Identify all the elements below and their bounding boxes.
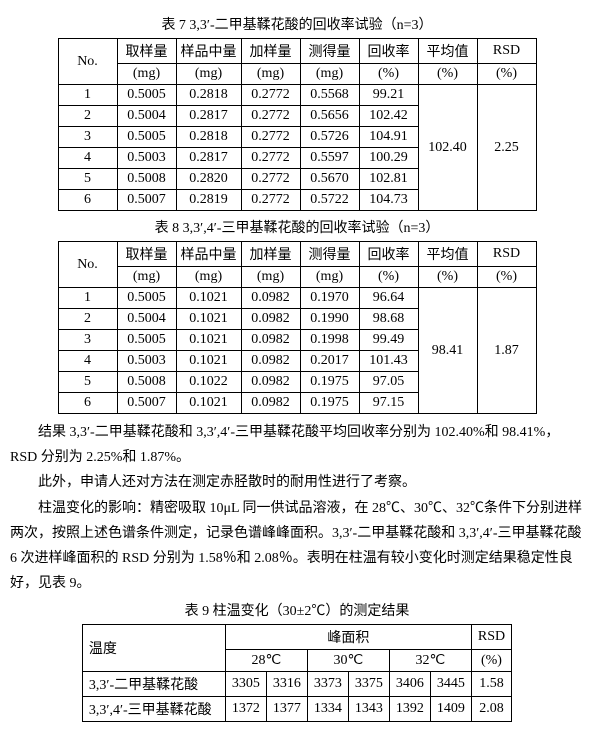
table8-h-no: No. xyxy=(58,242,117,288)
table7-title: 表 7 3,3′-二甲基鞣花酸的回收率试验（n=3） xyxy=(10,14,584,34)
table7-h-2: 样品中量 xyxy=(176,39,241,64)
table8: No. 取样量样品中量加样量测得量回收率平均值RSD (mg)(mg)(mg)(… xyxy=(58,241,537,414)
table7-sh-4: (mg) xyxy=(300,64,359,85)
table-row: 10.50050.10210.09820.197096.64 98.41 1.8… xyxy=(58,288,536,309)
table9-rsd-header: RSD xyxy=(471,625,511,650)
table9-peakarea-header: 峰面积 xyxy=(225,625,471,650)
table7-sh-2: (mg) xyxy=(176,64,241,85)
table7-avg: 102.40 xyxy=(418,85,477,211)
table8-rsd: 1.87 xyxy=(477,288,536,414)
table8-title: 表 8 3,3′,4′-三甲基鞣花酸的回收率试验（n=3） xyxy=(10,217,584,237)
paragraph-1: 结果 3,3′-二甲基鞣花酸和 3,3′,4′-三甲基鞣花酸平均回收率分别为 1… xyxy=(10,420,584,470)
table7-sh-5: (%) xyxy=(359,64,418,85)
table7-sh-1: (mg) xyxy=(117,64,176,85)
table7: No. 取样量 样品中量 加样量 测得量 回收率 平均值 RSD (mg) (m… xyxy=(58,38,537,211)
table7-h-no: No. xyxy=(58,39,117,85)
table-row: 10.50050.28180.27720.556899.21 102.40 2.… xyxy=(58,85,536,106)
table7-h-3: 加样量 xyxy=(241,39,300,64)
table7-sh-3: (mg) xyxy=(241,64,300,85)
table7-h-5: 回收率 xyxy=(359,39,418,64)
table7-h-1: 取样量 xyxy=(117,39,176,64)
table7-sh-6: (%) xyxy=(418,64,477,85)
table7-rsd: 2.25 xyxy=(477,85,536,211)
table9-temp-label: 温度 xyxy=(82,625,225,672)
paragraph-3: 柱温变化的影响：精密吸取 10μL 同一供试品溶液，在 28℃、30℃、32℃条… xyxy=(10,496,584,597)
table7-h-4: 测得量 xyxy=(300,39,359,64)
table8-avg: 98.41 xyxy=(418,288,477,414)
table-row: 3,3′-二甲基鞣花酸 330533163373337534063445 1.5… xyxy=(82,672,511,697)
table-row: 3,3′,4′-三甲基鞣花酸 137213771334134313921409 … xyxy=(82,697,511,722)
paragraph-2: 此外，申请人还对方法在测定赤胫散时的耐用性进行了考察。 xyxy=(10,470,584,495)
table7-sh-7: (%) xyxy=(477,64,536,85)
table7-h-7: RSD xyxy=(477,39,536,64)
table7-h-6: 平均值 xyxy=(418,39,477,64)
table9: 温度 峰面积 RSD 28℃ 30℃ 32℃ (%) 3,3′-二甲基鞣花酸 3… xyxy=(82,624,512,722)
table9-title: 表 9 柱温变化（30±2℃）的测定结果 xyxy=(10,600,584,620)
